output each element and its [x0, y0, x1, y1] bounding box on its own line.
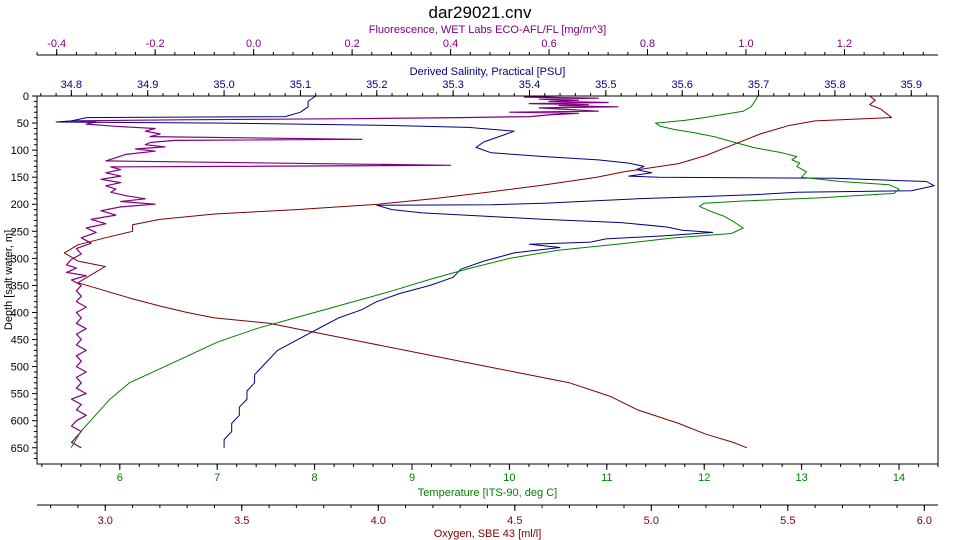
axes: 0 50 100 150 200 250 300 350 400 450 500 550 600 650 D… [3, 24, 939, 540]
fluorescence-axis-title: Fluorescence, WET Labs ECO-AFL/FL [mg/m^… [369, 24, 606, 36]
temperature-tick-label: 13 [796, 472, 808, 484]
y-tick-label: 550 [11, 389, 29, 401]
fluorescence-tick-label: 1.0 [738, 38, 753, 50]
temperature-tick-label: 6 [117, 472, 123, 484]
salinity-tick-label: 35.6 [671, 79, 692, 91]
salinity-tick-label: 35.3 [442, 79, 463, 91]
y-tick-label: 450 [11, 335, 29, 347]
salinity-tick-label: 35.9 [901, 79, 922, 91]
fluorescence-tick-label: 0.4 [443, 38, 458, 50]
y-tick-label: 350 [11, 280, 29, 292]
oxygen-tick-label: 4.5 [507, 515, 522, 527]
plot-frame [36, 95, 939, 465]
y-tick-label: 100 [11, 145, 29, 157]
y-tick-label: 50 [17, 118, 29, 130]
fluorescence-tick-label: 1.2 [837, 38, 852, 50]
salinity-tick-label: 35.7 [748, 79, 769, 91]
oxygen-axis-title: Oxygen, SBE 43 [ml/l] [434, 528, 542, 540]
oxygen-series-line [63, 95, 893, 449]
temperature-tick-label: 14 [893, 472, 905, 484]
y-tick-label: 300 [11, 253, 29, 265]
temperature-tick-label: 10 [503, 472, 515, 484]
salinity-tick-label: 34.9 [137, 79, 158, 91]
temperature-tick-label: 9 [409, 472, 415, 484]
y-axis-title: Depth [salt water, m] [3, 230, 15, 330]
y-tick-label: 250 [11, 226, 29, 238]
temperature-tick-label: 7 [214, 472, 220, 484]
y-tick-label: 500 [11, 362, 29, 374]
y-tick-label: 0 [23, 91, 29, 103]
y-tick-label: 650 [11, 443, 29, 455]
y-tick-label: 600 [11, 416, 29, 428]
temperature-axis-title: Temperature [ITS-90, deg C] [418, 487, 557, 499]
fluorescence-tick-label: -0.4 [47, 38, 66, 50]
oxygen-tick-label: 4.0 [371, 515, 386, 527]
temperature-tick-label: 8 [312, 472, 318, 484]
temperature-tick-label: 12 [698, 472, 710, 484]
fluorescence-tick-label: 0.6 [541, 38, 556, 50]
salinity-axis-title: Derived Salinity, Practical [PSU] [410, 66, 566, 78]
fluorescence-tick-label: 0.2 [344, 38, 359, 50]
temperature-tick-label: 11 [601, 472, 612, 484]
y-tick-label: 400 [11, 307, 29, 319]
oxygen-tick-label: 5.0 [644, 515, 659, 527]
fluorescence-tick-label: 0.8 [640, 38, 655, 50]
y-tick-label: 200 [11, 199, 29, 211]
oxygen-tick-label: 6.0 [917, 515, 932, 527]
oxygen-tick-label: 5.5 [780, 515, 795, 527]
salinity-tick-label: 35.2 [366, 79, 387, 91]
salinity-tick-label: 35.8 [824, 79, 845, 91]
salinity-series-line [55, 95, 935, 448]
oxygen-tick-label: 3.0 [98, 515, 113, 527]
salinity-tick-label: 35.1 [290, 79, 311, 91]
temperature-series-line [70, 95, 900, 449]
salinity-tick-label: 35.4 [519, 79, 540, 91]
fluorescence-tick-label: -0.2 [146, 38, 165, 50]
salinity-tick-label: 35.5 [595, 79, 616, 91]
chart-title: dar29021.cnv [428, 3, 532, 22]
series-group [55, 95, 935, 449]
salinity-tick-label: 35.0 [213, 79, 234, 91]
fluorescence-series-line [65, 95, 619, 449]
fluorescence-tick-label: 0.0 [246, 38, 261, 50]
y-tick-label: 150 [11, 172, 29, 184]
oxygen-tick-label: 3.5 [234, 515, 249, 527]
salinity-tick-label: 34.8 [61, 79, 82, 91]
